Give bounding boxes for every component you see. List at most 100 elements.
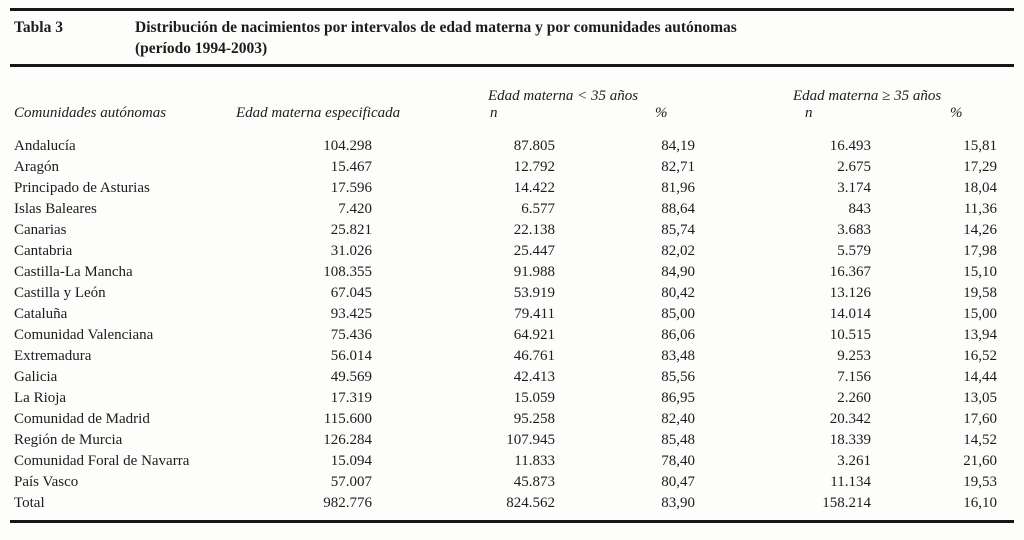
column-header-region: Comunidades autónomas xyxy=(14,105,167,121)
group-header-empty xyxy=(14,81,236,105)
cell-n-under-35: 64.921 xyxy=(513,327,555,343)
cell-pct-over-35: 18,04 xyxy=(963,180,998,196)
cell-n-under-35: 824.562 xyxy=(506,495,555,511)
cell-pct-over-35: 17,98 xyxy=(963,243,998,259)
cell-region: Islas Baleares xyxy=(14,201,97,217)
top-rule xyxy=(10,8,1014,11)
cell-n-under-35: 11.833 xyxy=(514,453,555,469)
cell-n-under-35: 22.138 xyxy=(513,222,555,238)
cell-region: Castilla y León xyxy=(14,285,106,301)
cell-n-under-35: 25.447 xyxy=(513,243,555,259)
cell-n-over-35: 3.174 xyxy=(837,180,871,196)
column-header-especificada: Edad materna especificada xyxy=(236,105,401,121)
cell-especificada: 67.045 xyxy=(330,285,372,301)
group-header-empty xyxy=(236,81,376,105)
cell-pct-over-35: 15,81 xyxy=(963,138,998,154)
cell-especificada: 25.821 xyxy=(330,222,372,238)
cell-n-over-35: 16.367 xyxy=(829,264,871,280)
cell-especificada: 56.014 xyxy=(330,348,372,364)
cell-region: Comunidad Valenciana xyxy=(14,327,154,343)
cell-pct-over-35: 16,10 xyxy=(963,495,998,511)
cell-region: Andalucía xyxy=(14,138,76,154)
bottom-rule xyxy=(10,520,1014,523)
cell-pct-over-35: 17,60 xyxy=(963,411,998,427)
cell-n-under-35: 42.413 xyxy=(513,369,555,385)
cell-pct-under-35: 83,90 xyxy=(661,495,695,511)
cell-pct-under-35: 80,47 xyxy=(661,474,695,490)
cell-n-over-35: 9.253 xyxy=(837,348,871,364)
cell-pct-under-35: 81,96 xyxy=(661,180,695,196)
cell-especificada: 982.776 xyxy=(323,495,372,511)
cell-n-over-35: 20.342 xyxy=(829,411,871,427)
cell-n-over-35: 10.515 xyxy=(829,327,871,343)
cell-pct-over-35: 15,00 xyxy=(963,306,998,322)
cell-n-under-35: 6.577 xyxy=(521,201,555,217)
table-row: Comunidad Valenciana 75.436 64.921 86,06 10.… xyxy=(14,325,1000,346)
group-header-under-35: Edad materna < 35 años xyxy=(488,88,639,104)
cell-pct-under-35: 86,95 xyxy=(661,390,695,406)
cell-pct-under-35: 80,42 xyxy=(661,285,695,301)
column-header-n-over-35: n xyxy=(805,105,813,121)
cell-n-under-35: 46.761 xyxy=(513,348,555,364)
table-row: Galicia 49.569 42.413 85,56 7.156 14,44 xyxy=(14,367,1000,388)
data-table: Edad materna < 35 años Edad materna ≥ 35… xyxy=(14,81,1000,514)
cell-pct-over-35: 13,05 xyxy=(963,390,998,406)
cell-pct-over-35: 13,94 xyxy=(963,327,998,343)
cell-region: Cantabria xyxy=(14,243,73,259)
group-header-row: Edad materna < 35 años Edad materna ≥ 35… xyxy=(14,81,1000,105)
cell-especificada: 7.420 xyxy=(338,201,372,217)
table-row: Región de Murcia 126.284 107.945 85,48 18.33… xyxy=(14,430,1000,451)
cell-pct-under-35: 85,56 xyxy=(661,369,695,385)
cell-pct-over-35: 16,52 xyxy=(963,348,998,364)
cell-region: Cataluña xyxy=(14,306,68,322)
table-row: La Rioja 17.319 15.059 86,95 2.260 13,05 xyxy=(14,388,1000,409)
cell-n-under-35: 87.805 xyxy=(513,138,555,154)
table-row: Comunidad Foral de Navarra 15.094 11.833 78… xyxy=(14,451,1000,472)
table-row: Cantabria 31.026 25.447 82,02 5.579 17,98 xyxy=(14,241,1000,262)
cell-n-over-35: 7.156 xyxy=(837,369,871,385)
cell-especificada: 104.298 xyxy=(323,138,372,154)
cell-especificada: 15.094 xyxy=(330,453,372,469)
cell-especificada: 31.026 xyxy=(330,243,372,259)
cell-region: Canarias xyxy=(14,222,67,238)
cell-n-over-35: 3.261 xyxy=(837,453,871,469)
cell-region: Comunidad Foral de Navarra xyxy=(14,453,190,469)
table-row: Principado de Asturias 17.596 14.422 81,96 3… xyxy=(14,178,1000,199)
cell-n-over-35: 5.579 xyxy=(837,243,871,259)
cell-pct-over-35: 19,58 xyxy=(963,285,998,301)
cell-region: La Rioja xyxy=(14,390,67,406)
cell-region: País Vasco xyxy=(14,474,79,490)
cell-especificada: 49.569 xyxy=(330,369,372,385)
cell-pct-over-35: 15,10 xyxy=(963,264,998,280)
cell-especificada: 126.284 xyxy=(323,432,372,448)
cell-pct-under-35: 86,06 xyxy=(661,327,695,343)
column-header-pct-over-35: % xyxy=(950,105,963,121)
cell-pct-over-35: 14,44 xyxy=(963,369,998,385)
cell-n-over-35: 843 xyxy=(848,201,872,217)
header-rule xyxy=(10,64,1014,67)
cell-n-under-35: 53.919 xyxy=(513,285,555,301)
table-row: Canarias 25.821 22.138 85,74 3.683 14,26 xyxy=(14,220,1000,241)
cell-pct-under-35: 85,74 xyxy=(661,222,695,238)
cell-pct-over-35: 14,52 xyxy=(963,432,998,448)
table-subtitle: (período 1994-2003) xyxy=(135,40,268,57)
cell-n-over-35: 14.014 xyxy=(829,306,871,322)
table-row: Castilla-La Mancha 108.355 91.988 84,90 16.3… xyxy=(14,262,1000,283)
cell-especificada: 57.007 xyxy=(330,474,372,490)
cell-region: Total xyxy=(14,495,45,511)
cell-n-over-35: 3.683 xyxy=(837,222,871,238)
cell-pct-under-35: 85,00 xyxy=(661,306,695,322)
cell-n-over-35: 2.260 xyxy=(837,390,871,406)
cell-n-over-35: 11.134 xyxy=(830,474,871,490)
cell-pct-over-35: 17,29 xyxy=(963,159,998,175)
cell-pct-under-35: 85,48 xyxy=(661,432,695,448)
cell-region: Extremadura xyxy=(14,348,92,364)
cell-n-over-35: 18.339 xyxy=(829,432,871,448)
cell-n-under-35: 95.258 xyxy=(513,411,555,427)
table-caption: Tabla 3 Distribución de nacimientos por … xyxy=(0,11,1024,64)
cell-pct-over-35: 21,60 xyxy=(963,453,998,469)
cell-especificada: 108.355 xyxy=(323,264,372,280)
cell-pct-under-35: 84,90 xyxy=(661,264,695,280)
cell-n-over-35: 16.493 xyxy=(829,138,871,154)
cell-n-over-35: 13.126 xyxy=(829,285,871,301)
